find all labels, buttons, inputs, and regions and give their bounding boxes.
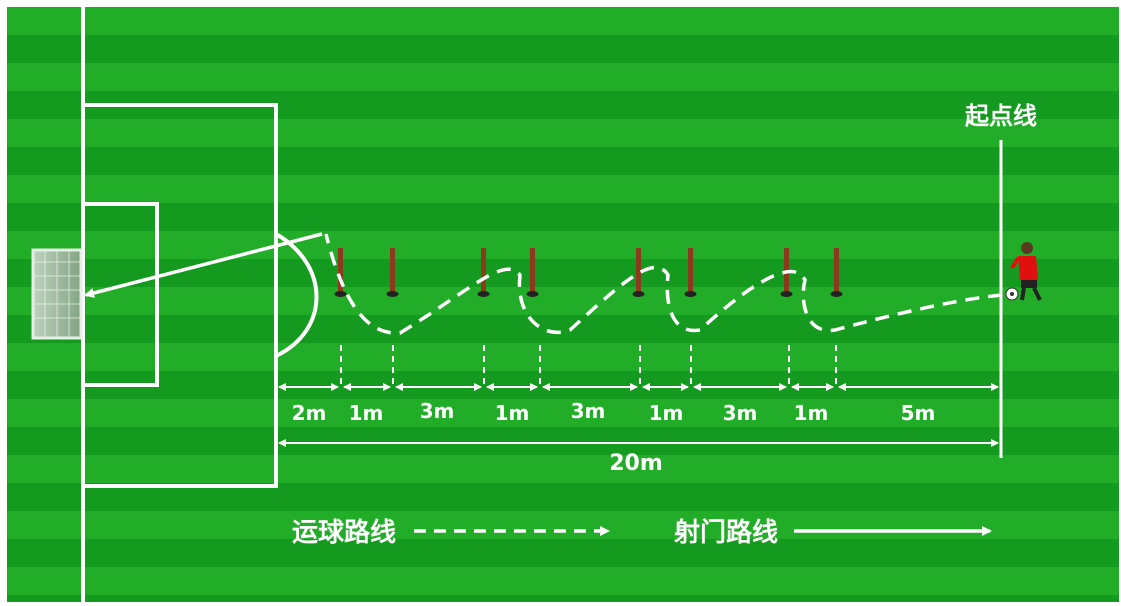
poles [334,248,843,297]
shot-path [84,232,323,298]
goal-area [81,202,159,387]
pole-8 [830,248,843,297]
dribble-path [324,233,1003,335]
segment-label: 1m [495,401,530,425]
segment-label: 2m [292,401,327,425]
segment-label: 3m [420,399,455,423]
segment-label: 3m [723,401,758,425]
field-background [7,7,1119,603]
legend-dribble-label: 运球路线 [292,517,396,548]
segment-label: 1m [349,401,384,425]
segment-labels: 2m 1m 3m 1m 3m 1m 3m 1m 5m [292,399,936,425]
player-icon [1005,242,1042,301]
goal-icon [31,248,83,340]
start-line-label: 起点线 [964,102,1037,130]
pole-3 [477,248,490,297]
pitch-markings [81,7,319,603]
segment-label: 1m [649,401,684,425]
pole-2 [386,248,399,297]
legend: 运球路线 射门路线 [292,517,992,548]
pole-5 [632,248,645,297]
pole-6 [684,248,697,297]
total-dimension-label: 20m [609,451,663,476]
segment-label: 5m [901,401,936,425]
segment-label: 3m [571,399,606,423]
dimension-ticks [340,345,837,385]
pole-1 [334,248,347,297]
segment-label: 1m [794,401,829,425]
legend-shoot-label: 射门路线 [673,517,778,548]
pole-4 [526,248,539,297]
penalty-arc [275,232,319,358]
